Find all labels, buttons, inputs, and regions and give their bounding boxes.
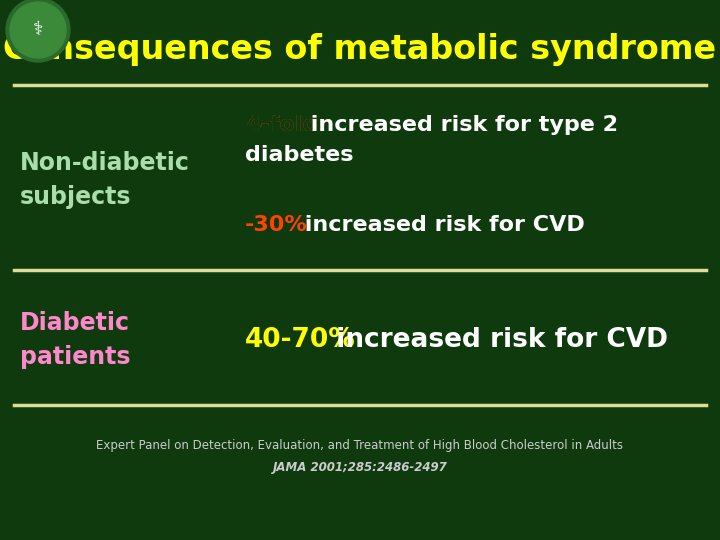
- Text: increased risk for CVD: increased risk for CVD: [297, 215, 585, 235]
- Text: diabetes: diabetes: [245, 145, 354, 165]
- Text: JAMA 2001;285:2486-2497: JAMA 2001;285:2486-2497: [273, 462, 447, 475]
- Circle shape: [10, 2, 66, 58]
- Text: Diabetic
patients: Diabetic patients: [20, 311, 130, 369]
- Text: increased risk for type 2: increased risk for type 2: [303, 115, 618, 135]
- Text: 40-70%: 40-70%: [245, 327, 356, 353]
- Text: Expert Panel on Detection, Evaluation, and Treatment of High Blood Cholesterol i: Expert Panel on Detection, Evaluation, a…: [96, 438, 624, 451]
- Text: increased risk for CVD: increased risk for CVD: [327, 327, 668, 353]
- Text: -30%: -30%: [245, 215, 307, 235]
- Text: ⚕: ⚕: [32, 21, 43, 39]
- Text: 4-fold: 4-fold: [245, 115, 318, 135]
- Text: Consequences of metabolic syndrome: Consequences of metabolic syndrome: [4, 33, 716, 66]
- Circle shape: [6, 0, 70, 62]
- Text: 4-fold: 4-fold: [245, 115, 318, 135]
- Text: Non-diabetic
subjects: Non-diabetic subjects: [20, 151, 190, 209]
